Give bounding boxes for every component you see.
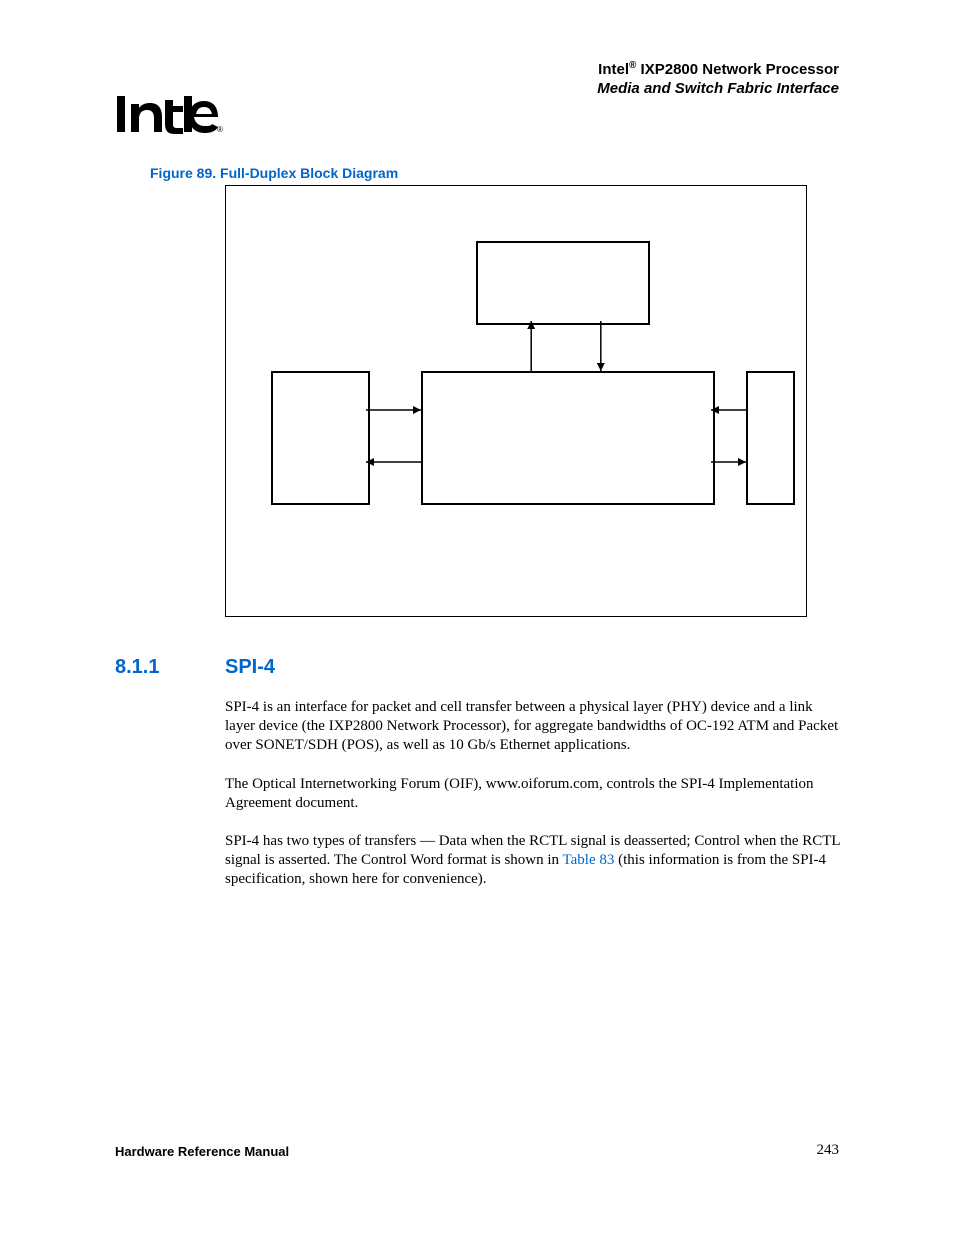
paragraph-1: SPI-4 is an interface for packet and cel… <box>225 698 845 756</box>
section-title: SPI-4 <box>225 656 275 679</box>
paragraph-3: SPI-4 has two types of transfers — Data … <box>225 832 845 890</box>
table-83-ref[interactable]: Table 83 <box>563 852 615 868</box>
paragraph-2: The Optical Internetworking Forum (OIF),… <box>225 775 845 813</box>
section-number: 8.1.1 <box>115 656 159 679</box>
header-line1: Intel® IXP2800 Network Processor <box>597 60 839 80</box>
page: Intel® IXP2800 Network Processor Media a… <box>0 0 954 1235</box>
diagram-arrows <box>226 186 806 616</box>
header-product: IXP2800 Network Processor <box>636 61 839 78</box>
header-subtitle: Media and Switch Fabric Interface <box>597 80 839 99</box>
header-right: Intel® IXP2800 Network Processor Media a… <box>597 60 839 99</box>
diagram-outer-frame <box>225 185 807 617</box>
footer-left: Hardware Reference Manual <box>115 1144 289 1159</box>
figure-caption: Figure 89. Full-Duplex Block Diagram <box>150 165 398 181</box>
header-brand: Intel <box>598 61 629 78</box>
svg-text:®: ® <box>217 125 223 134</box>
footer-right: 243 <box>817 1142 840 1159</box>
intel-logo: ® <box>115 90 225 142</box>
